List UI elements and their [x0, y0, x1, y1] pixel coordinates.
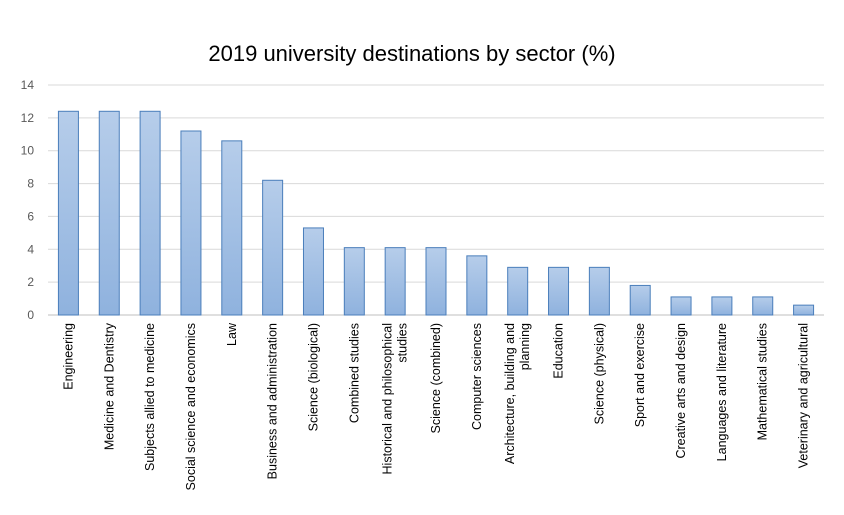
bar [711, 296, 733, 316]
x-axis-labels: Engineering Medicine and Dentistry Subject… [61, 322, 810, 490]
bar [588, 266, 610, 316]
x-tick-label: Engineering [61, 323, 75, 390]
x-tick-label-line: Veterinary and agricultural [797, 323, 811, 468]
x-tick-label: Law [225, 322, 239, 346]
x-tick-label-line: Architecture, building and [503, 323, 517, 464]
x-tick-label: Science (biological) [306, 323, 320, 431]
x-tick-label-line: Business and administration [266, 323, 280, 479]
x-tick-label: Creative arts and design [674, 323, 688, 459]
x-tick-label-line: Engineering [61, 323, 75, 390]
bar [139, 110, 161, 316]
x-tick-label: Education [552, 323, 566, 379]
bar [302, 227, 324, 316]
bars [57, 110, 815, 316]
x-tick-label-line: Science (combined) [429, 323, 443, 433]
bar [548, 266, 570, 316]
x-tick-label-line: studies [396, 323, 410, 363]
x-tick-label-line: Creative arts and design [674, 323, 688, 459]
x-tick-label: Social science and economics [184, 323, 198, 490]
bar [425, 247, 447, 316]
x-tick-label-line: Medicine and Dentistry [102, 322, 116, 450]
x-tick-label: Mathematical studies [756, 323, 770, 440]
x-tick-label-line: Computer sciences [470, 323, 484, 430]
chart-title: 2019 university destinations by sector (… [208, 41, 615, 66]
bar [466, 255, 488, 316]
x-tick-label: Combined studies [347, 323, 361, 423]
x-tick-label-line: Languages and literature [715, 323, 729, 461]
bar [343, 247, 365, 316]
y-tick-label: 4 [27, 242, 34, 256]
x-tick-label: Science (physical) [592, 323, 606, 424]
bar [384, 247, 406, 316]
x-tick-label: Business and administration [266, 323, 280, 479]
x-tick-label-line: Social science and economics [184, 323, 198, 490]
x-tick-label-line: Science (biological) [306, 323, 320, 431]
y-tick-label: 14 [21, 78, 35, 92]
x-tick-label: Science (combined) [429, 323, 443, 433]
y-axis-ticks: 0 2 4 6 8 10 12 14 [21, 78, 35, 322]
x-tick-label: Sport and exercise [633, 323, 647, 427]
x-tick-label-line: Education [552, 323, 566, 379]
x-tick-label-line: planning [518, 323, 532, 370]
bar [262, 179, 284, 316]
x-tick-label: Architecture, building and planning [503, 323, 532, 464]
x-tick-label: Medicine and Dentistry [102, 322, 116, 450]
bar [793, 304, 815, 316]
y-tick-label: 0 [27, 308, 34, 322]
x-tick-label-line: Mathematical studies [756, 323, 770, 440]
y-tick-label: 6 [27, 209, 34, 223]
y-tick-label: 12 [21, 111, 35, 125]
y-tick-label: 8 [27, 177, 34, 191]
x-tick-label-line: Science (physical) [592, 323, 606, 424]
bar [98, 110, 120, 316]
x-tick-label: Languages and literature [715, 323, 729, 461]
x-tick-label-line: Law [225, 322, 239, 346]
bar [670, 296, 692, 316]
bar [629, 284, 651, 316]
y-tick-label: 10 [21, 144, 35, 158]
x-tick-label-line: Sport and exercise [633, 323, 647, 427]
bar [507, 266, 529, 316]
x-tick-label-line: Subjects allied to medicine [143, 323, 157, 471]
bar [57, 110, 79, 316]
bar [180, 130, 202, 316]
y-tick-label: 2 [27, 275, 34, 289]
x-tick-label-line: Combined studies [347, 323, 361, 423]
x-tick-label: Historical and philosophical studies [381, 323, 410, 474]
x-tick-label: Computer sciences [470, 323, 484, 430]
x-tick-label-line: Historical and philosophical [381, 323, 395, 474]
x-tick-label: Veterinary and agricultural [797, 323, 811, 468]
x-tick-label: Subjects allied to medicine [143, 323, 157, 471]
bar [752, 296, 774, 316]
bar [221, 140, 243, 316]
